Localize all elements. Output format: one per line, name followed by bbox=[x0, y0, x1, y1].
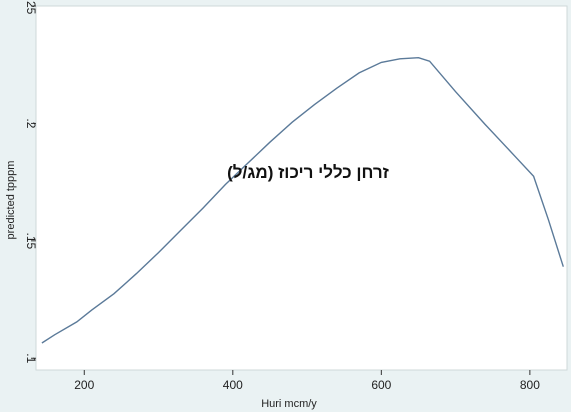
x-tick-label-200: 200 bbox=[74, 378, 94, 392]
y-tick-label-.15: .15 bbox=[24, 232, 38, 249]
y-axis-title: predicted tpppm bbox=[5, 161, 17, 240]
series-line-0 bbox=[41, 56, 564, 344]
plot-area bbox=[35, 5, 568, 371]
x-tick-label-400: 400 bbox=[223, 378, 243, 392]
x-axis-title: Huri mcm/y bbox=[261, 398, 317, 410]
axes: 200 400 600 800 .1 .15 .2 .25 bbox=[24, 0, 540, 392]
x-tick-label-600: 600 bbox=[371, 378, 391, 392]
y-tick-label-.1: .1 bbox=[24, 353, 38, 363]
series-layer bbox=[41, 56, 564, 344]
chart-annotation: זרחן כללי ריכוז (מג/ל) bbox=[227, 163, 389, 182]
y-tick-label-.2: .2 bbox=[24, 118, 38, 128]
y-tick-label-.25: .25 bbox=[24, 0, 38, 15]
x-tick-label-800: 800 bbox=[520, 378, 540, 392]
